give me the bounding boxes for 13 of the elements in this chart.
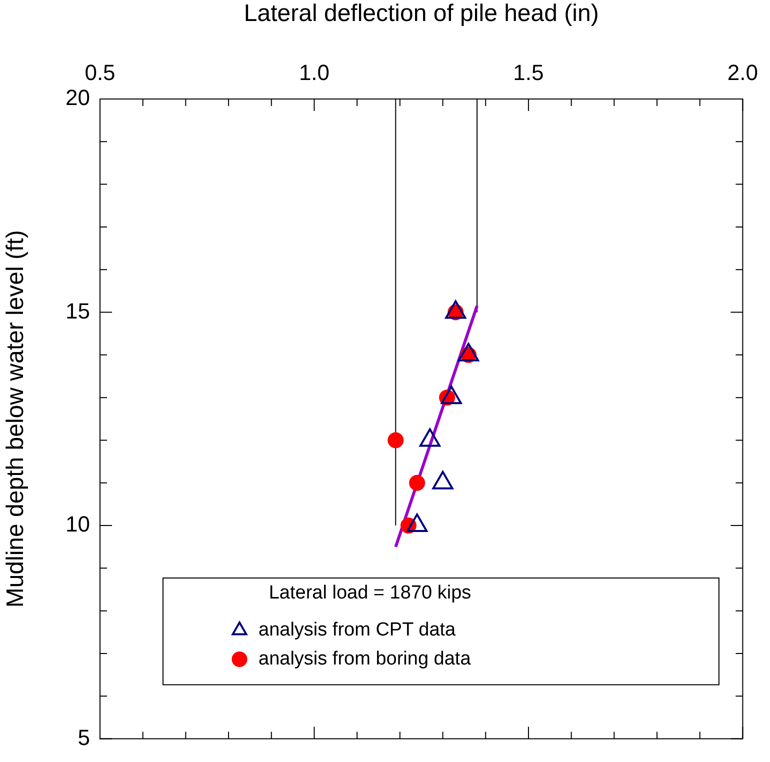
x-axis-title: Lateral deflection of pile head (in) xyxy=(244,0,599,28)
x-tick-label: 1.0 xyxy=(298,60,330,85)
x-tick-label: 1.5 xyxy=(513,60,544,85)
x-tick-label: 2.0 xyxy=(727,60,758,85)
legend-label: analysis from CPT data xyxy=(258,620,456,641)
legend-label: analysis from boring data xyxy=(258,648,472,670)
y-axis-title: Mudline depth below water level (ft) xyxy=(2,230,30,608)
y-tick-label: 10 xyxy=(66,512,90,537)
y-tick-label: 15 xyxy=(66,298,90,324)
legend-title: Lateral load = 1870 kips xyxy=(268,582,472,604)
y-tick-label: 5 xyxy=(78,724,90,750)
x-tick-label: 0.5 xyxy=(84,60,116,85)
y-tick-label: 20 xyxy=(66,85,90,110)
